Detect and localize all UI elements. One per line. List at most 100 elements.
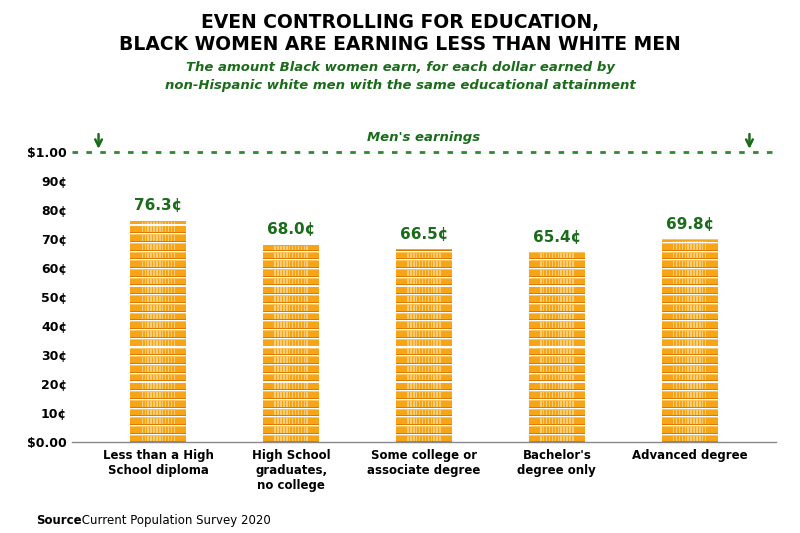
Bar xyxy=(283,401,285,407)
Bar xyxy=(543,427,545,433)
Bar xyxy=(407,349,409,354)
Bar xyxy=(572,366,574,372)
Bar xyxy=(546,270,547,276)
Bar xyxy=(170,357,172,363)
Bar xyxy=(563,357,565,363)
Bar xyxy=(396,424,452,425)
Bar xyxy=(549,305,550,311)
Text: 69.8¢: 69.8¢ xyxy=(666,217,714,232)
Bar xyxy=(529,348,585,349)
Bar xyxy=(662,277,718,278)
Bar xyxy=(529,338,585,339)
Bar xyxy=(147,418,149,424)
Bar xyxy=(306,383,308,389)
Bar xyxy=(662,303,718,304)
Bar xyxy=(168,296,170,302)
Bar xyxy=(430,287,432,293)
Bar xyxy=(274,253,276,259)
Bar xyxy=(436,383,438,389)
Bar xyxy=(283,357,285,363)
Bar xyxy=(130,399,186,400)
Bar xyxy=(159,401,161,407)
Bar xyxy=(289,349,290,354)
Bar xyxy=(162,270,163,276)
Bar xyxy=(439,401,441,407)
Bar xyxy=(558,270,559,276)
Bar xyxy=(430,340,432,345)
Bar xyxy=(428,331,429,337)
Bar xyxy=(662,251,718,252)
Bar xyxy=(546,331,547,337)
Bar xyxy=(685,436,686,441)
Bar xyxy=(174,418,175,424)
Bar xyxy=(130,408,186,409)
Bar xyxy=(301,375,302,381)
Bar xyxy=(561,340,562,345)
Bar xyxy=(170,313,172,319)
Bar xyxy=(662,345,718,346)
Bar xyxy=(676,392,678,398)
Bar xyxy=(529,313,585,319)
Bar xyxy=(687,313,689,319)
Bar xyxy=(303,418,305,424)
Bar xyxy=(396,373,452,374)
Bar xyxy=(543,366,545,372)
Bar xyxy=(130,426,186,427)
Bar xyxy=(552,375,553,381)
Bar xyxy=(543,375,545,381)
Bar xyxy=(685,313,686,319)
Bar xyxy=(416,427,418,433)
Bar xyxy=(558,305,559,311)
Bar xyxy=(289,296,290,302)
Bar xyxy=(263,270,319,276)
Bar xyxy=(696,244,698,249)
Bar xyxy=(662,433,718,434)
Bar xyxy=(263,390,319,391)
Bar xyxy=(566,254,568,259)
Bar xyxy=(159,375,161,381)
Bar xyxy=(561,279,562,285)
Bar xyxy=(295,305,296,311)
Bar xyxy=(142,279,143,285)
Bar xyxy=(662,441,718,442)
Bar xyxy=(147,270,149,276)
Bar xyxy=(696,322,698,328)
Bar xyxy=(419,261,420,267)
Bar xyxy=(529,425,585,426)
Bar xyxy=(289,246,290,250)
Bar xyxy=(572,287,574,293)
Bar xyxy=(396,349,452,354)
Bar xyxy=(396,398,452,399)
Bar xyxy=(263,245,319,250)
Bar xyxy=(662,373,718,374)
Bar xyxy=(283,392,285,398)
Bar xyxy=(529,328,585,329)
Bar xyxy=(529,355,585,357)
Bar xyxy=(168,366,170,372)
Bar xyxy=(159,296,161,302)
Bar xyxy=(289,436,290,441)
Bar xyxy=(396,295,452,296)
Bar xyxy=(425,427,426,433)
Bar xyxy=(682,270,683,276)
Bar xyxy=(130,259,186,261)
Bar xyxy=(554,261,556,267)
Bar xyxy=(280,331,282,337)
Bar xyxy=(529,337,585,338)
Bar xyxy=(147,313,149,319)
Bar xyxy=(410,409,412,415)
Bar xyxy=(396,320,452,321)
Bar xyxy=(263,340,319,345)
Bar xyxy=(130,261,186,267)
Bar xyxy=(283,409,285,415)
Bar xyxy=(529,349,585,354)
Bar xyxy=(439,409,441,415)
Bar xyxy=(436,322,438,328)
Bar xyxy=(263,295,319,296)
Bar xyxy=(422,322,423,328)
Bar xyxy=(165,409,166,415)
Bar xyxy=(301,296,302,302)
Bar xyxy=(306,322,308,328)
Bar xyxy=(676,313,678,319)
Bar xyxy=(159,313,161,319)
